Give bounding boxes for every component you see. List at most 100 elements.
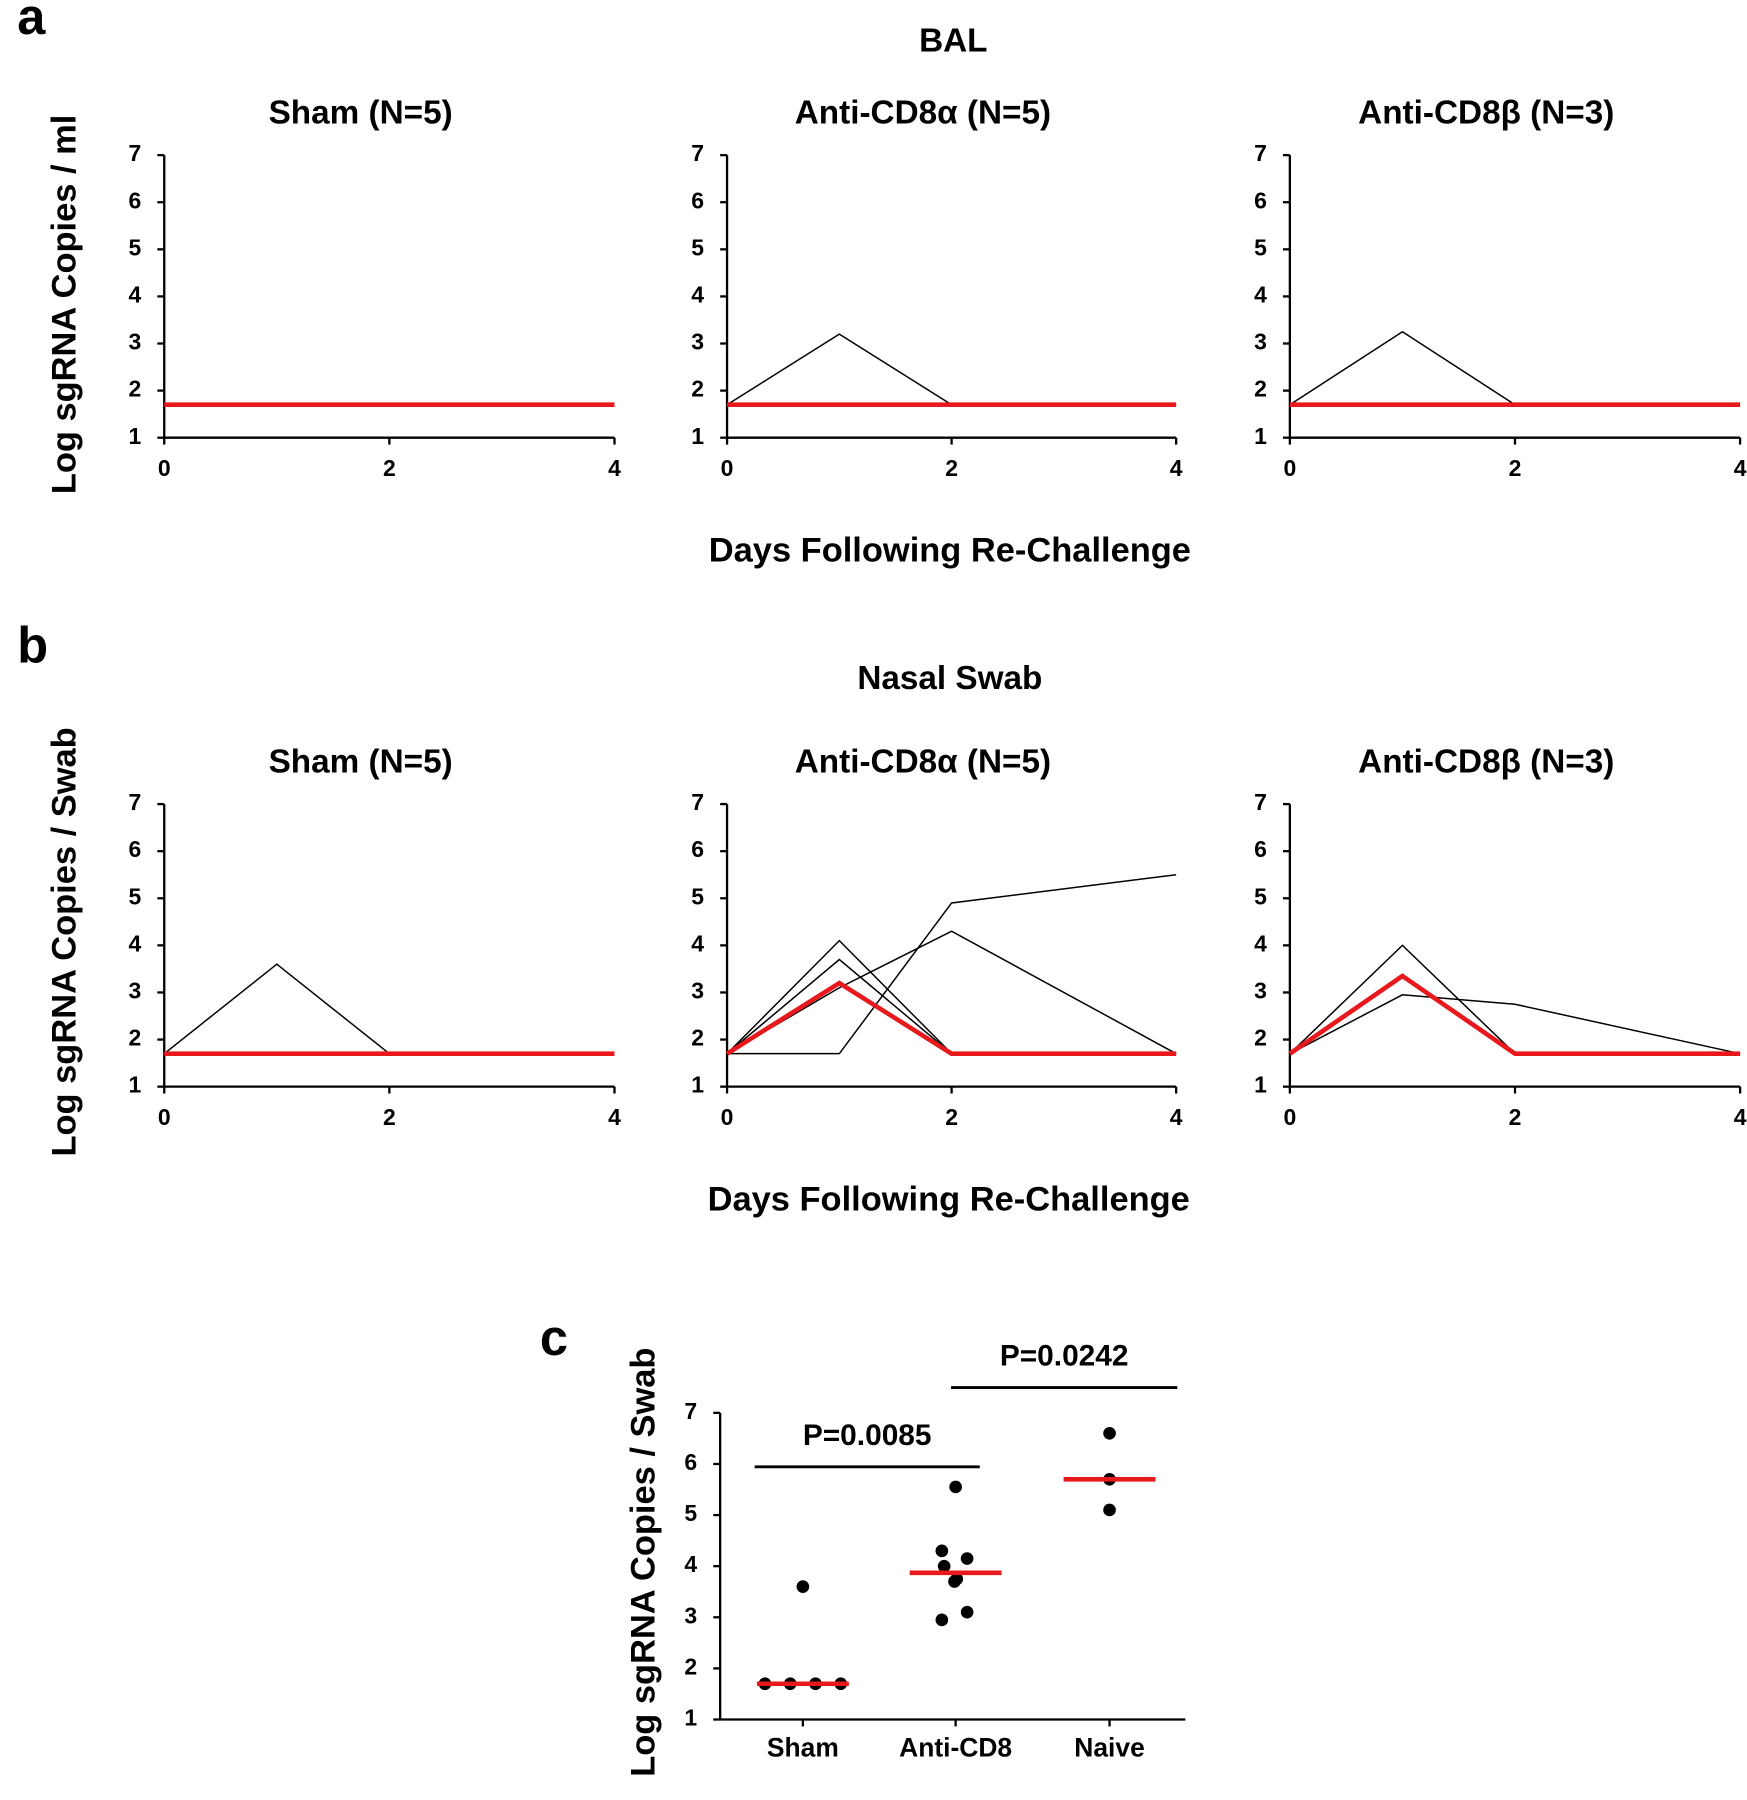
x-tick-label: 2: [383, 455, 396, 481]
x-tick-label: 2: [945, 1104, 958, 1130]
chart-title: Anti-CD8α (N=5): [795, 744, 1051, 781]
series-line: [1289, 944, 1741, 1055]
series-line: [726, 333, 1177, 406]
x-tick-label: Naive: [1074, 1732, 1144, 1762]
data-point: [935, 1613, 949, 1627]
section-title: BAL: [919, 22, 987, 59]
y-axis-label: Log sgRNA Copies / ml: [46, 115, 84, 494]
series-line: [1288, 973, 1741, 1056]
y-tick-label: 4: [684, 1551, 697, 1577]
data-point: [1103, 1503, 1116, 1517]
data-point: [960, 1605, 974, 1619]
x-tick-label: 4: [608, 455, 621, 481]
y-tick-label: 2: [128, 376, 141, 402]
y-tick-label: 3: [128, 329, 141, 355]
p-value: P=0.0085: [803, 1419, 932, 1452]
p-value: P=0.0242: [1000, 1340, 1129, 1373]
x-tick-label: Sham: [767, 1732, 839, 1762]
y-tick-label: 5: [128, 883, 141, 909]
y-tick-label: 4: [128, 281, 141, 307]
data-point: [935, 1544, 949, 1558]
y-tick-label: 5: [1254, 883, 1267, 909]
y-tick-label: 7: [1254, 789, 1267, 815]
y-tick-label: 2: [1254, 376, 1267, 402]
x-axis-label: Days Following Re-Challenge: [709, 532, 1191, 570]
data-point: [960, 1552, 974, 1565]
y-tick-label: 3: [684, 1602, 697, 1628]
data-point: [948, 1575, 961, 1588]
y-tick-label: 5: [691, 883, 704, 909]
y-tick-label: 1: [691, 1072, 704, 1098]
series-line: [726, 930, 1177, 1055]
series-line: [726, 958, 1177, 1055]
y-tick-label: 2: [691, 1025, 704, 1051]
y-tick-label: 1: [128, 1072, 141, 1098]
y-tick-label: 5: [1254, 234, 1267, 260]
y-tick-label: 1: [684, 1705, 697, 1731]
data-point: [949, 1480, 962, 1494]
x-tick-label: 4: [1734, 1104, 1747, 1130]
x-tick-label: 0: [158, 1104, 171, 1130]
x-tick-label: 2: [945, 455, 958, 481]
y-tick-label: 4: [691, 930, 704, 956]
y-tick-label: 1: [128, 423, 141, 449]
y-tick-label: 4: [128, 930, 141, 956]
series-line: [1289, 994, 1741, 1055]
x-tick-label: 0: [1283, 455, 1296, 481]
y-tick-label: 5: [128, 234, 141, 260]
chart-title: Sham (N=5): [269, 95, 453, 132]
y-tick-label: 6: [684, 1449, 697, 1475]
section-title: Nasal Swab: [857, 660, 1042, 697]
y-tick-label: 7: [684, 1398, 697, 1424]
x-tick-label: 2: [1509, 455, 1522, 481]
y-tick-label: 1: [691, 423, 704, 449]
x-tick-label: 2: [1509, 1104, 1522, 1130]
y-tick-label: 3: [128, 978, 141, 1004]
y-tick-label: 7: [691, 140, 704, 166]
y-tick-label: 1: [1254, 423, 1267, 449]
data-point: [796, 1580, 810, 1593]
y-axis-label: Log sgRNA Copies / Swab: [46, 727, 84, 1156]
series-line: [1289, 330, 1741, 406]
y-tick-label: 6: [1254, 187, 1267, 213]
y-tick-label: 1: [1254, 1072, 1267, 1098]
y-tick-label: 5: [691, 234, 704, 260]
y-tick-label: 6: [128, 187, 141, 213]
x-tick-label: 0: [158, 455, 171, 481]
x-tick-label: 4: [608, 1104, 621, 1130]
x-tick-label: 2: [383, 1104, 396, 1130]
y-tick-label: 2: [128, 1025, 141, 1051]
chart-title: Anti-CD8α (N=5): [795, 95, 1051, 132]
y-tick-label: 2: [691, 376, 704, 402]
y-tick-label: 4: [691, 281, 704, 307]
y-axis-label: Log sgRNA Copies / Swab: [625, 1348, 663, 1777]
y-tick-label: 6: [691, 187, 704, 213]
y-tick-label: 4: [1254, 281, 1267, 307]
y-tick-label: 7: [128, 789, 141, 815]
y-tick-label: 3: [1254, 329, 1267, 355]
y-tick-label: 2: [684, 1653, 697, 1679]
panel-letter: c: [540, 1309, 568, 1366]
y-tick-label: 3: [691, 978, 704, 1004]
panel-letter: b: [17, 616, 48, 673]
x-tick-label: 0: [1283, 1104, 1296, 1130]
series-line: [727, 873, 1177, 1055]
y-tick-label: 3: [691, 329, 704, 355]
y-tick-label: 7: [691, 789, 704, 815]
chart-title: Sham (N=5): [269, 744, 453, 781]
series-line: [725, 980, 1177, 1056]
data-point: [1103, 1426, 1116, 1440]
data-point: [937, 1559, 951, 1573]
y-tick-label: 2: [1254, 1025, 1267, 1051]
y-tick-label: 7: [128, 140, 141, 166]
x-tick-label: 4: [1170, 455, 1183, 481]
y-tick-label: 7: [1254, 140, 1267, 166]
chart-title: Anti-CD8β (N=3): [1358, 744, 1614, 781]
x-tick-label: 0: [721, 455, 734, 481]
x-tick-label: 4: [1170, 1104, 1183, 1130]
x-tick-label: 0: [721, 1104, 734, 1130]
x-axis-label: Days Following Re-Challenge: [708, 1181, 1190, 1219]
y-tick-label: 4: [1254, 930, 1267, 956]
series-line: [163, 963, 615, 1055]
